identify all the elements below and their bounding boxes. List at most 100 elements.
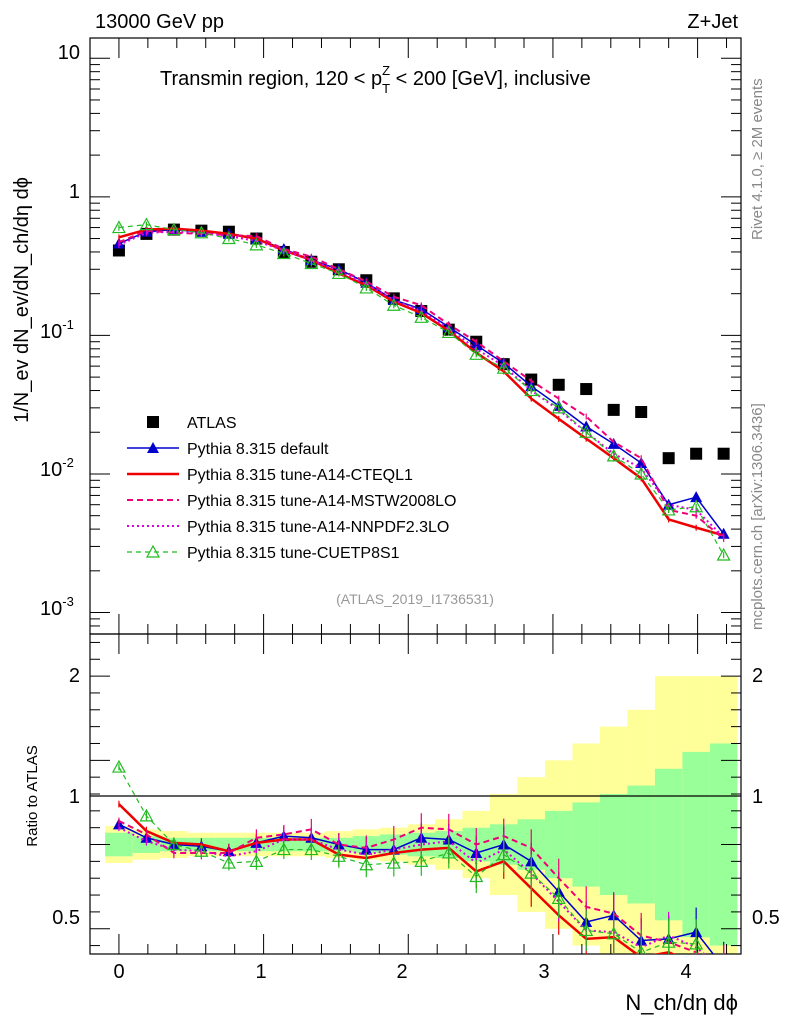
main-y-tick-labels: 10 1 10-1 10-2 10-3 [40,42,80,620]
atlas-data-point [662,452,675,465]
cuetp-data-point [139,217,154,231]
cuetp-data-point [441,845,456,859]
x-tick-label-4: 4 [680,961,691,983]
atlas-data-point [635,406,648,419]
y-tick-base: 10 [58,42,80,64]
rivet-version-label: Rivet 4.1.0, ≥ 2M events [749,78,766,240]
y-tick-base: 10 [40,459,62,481]
band-inner-bin [654,768,683,921]
cuetp-data-point [386,855,401,869]
ratio-y-tick-labels: 0.5 1 2 0.5 1 2 [52,665,780,929]
cuetp-data-point [111,759,126,773]
y-tick-exp: -2 [62,455,74,470]
analysis-id-label: (ATLAS_2019_I1736531) [336,591,494,607]
main-y-axis-label: 1/N_ev dN_ev/dN_ch/dη dϕ [11,177,33,423]
atlas-data-point [607,403,620,416]
ratio-tick-label-1-right: 1 [752,786,763,808]
default-data-point [718,961,730,972]
legend-label-default: Pythia 8.315 default [187,441,329,458]
cuetp-data-point [414,854,429,867]
title-prefix: Transmin region, 120 < p [160,68,382,90]
legend: ATLAS Pythia 8.315 default Pythia 8.315 tu… [127,415,456,562]
energy-label: 13000 GeV pp [95,11,224,33]
cuetp-data-point [194,844,209,857]
band-inner-bin [599,794,628,896]
cuetp-data-point [689,936,704,950]
cuetp-data-point [359,857,374,871]
cuetp-data-point [221,855,236,869]
cuetp-data-point [194,225,209,239]
cuetp-data-point [331,266,346,280]
title-suffix: < 200 [GeV], inclusive [390,68,591,90]
cuetp-data-point [441,325,456,339]
cuetp-data-point [469,869,484,883]
nnpdf-series-line [118,230,725,538]
cuetp-data-point [716,547,731,561]
cuetp-data-point [606,926,621,940]
cuetp-data-point [249,854,264,867]
legend-label-cteql1: Pythia 8.315 tune-A14-CTEQL1 [187,467,413,484]
atlas-data-point [717,447,730,460]
x-axis-label: N_ch/dη dϕ [625,990,738,1015]
nnpdf-series-line [118,826,706,954]
y-tick-base: 10 [40,321,62,343]
cuetp-data-point [636,945,647,954]
atlas-data-point [112,244,125,257]
cuetp-data-point [276,842,291,856]
y-tick-exp: -1 [62,317,74,332]
cuetp-data-point [331,849,346,862]
cuetp-data-point [111,220,126,234]
cuetp-data-point [551,891,566,905]
ratio-tick-label-2: 2 [69,665,80,687]
x-tick-label-3: 3 [538,961,549,983]
ratio-y-axis-label: Ratio to ATLAS [24,745,41,846]
title-sub: T [382,81,390,96]
band-inner-bin [572,802,600,887]
cuetp-data-point [304,256,319,270]
cuetp-data-point [166,222,181,236]
y-tick-label-1e-1: 10-1 [40,317,74,343]
legend-marker-default [147,442,159,453]
cuetp-data-point [166,837,181,851]
plot-title: Transmin region, 120 < pZ T < 200 [GeV], … [160,63,591,96]
default-series-line [118,228,725,535]
cuetp-data-point [359,280,374,294]
y-tick-label-1e-3: 10-3 [40,594,74,620]
mcplots-label: mcplots.cern.ch [arXiv:1306.3436] [749,403,766,630]
cuetp-data-point [579,424,594,438]
atlas-data-point [690,447,703,460]
atlas-data-point [580,383,593,396]
x-tick-label-0: 0 [113,961,124,983]
band-inner-bin [105,832,133,857]
cuetp-data-point [524,865,539,879]
cuetp-data-point [606,448,621,462]
cuetp-data-point [634,466,649,480]
cuetp-data-point [414,310,429,323]
y-tick-base: 10 [40,598,62,620]
y-tick-label-1e-2: 10-2 [40,455,74,481]
band-inner-bin [627,785,655,904]
cuetp-data-point [221,231,236,245]
cuetp-data-point [551,400,566,414]
cuetp-data-point [496,360,511,374]
legend-label-mstw: Pythia 8.315 tune-A14-MSTW2008LO [187,493,456,510]
atlas-data-point [552,378,565,391]
band-inner-bin [682,751,710,938]
ratio-tick-label-0.5-right: 0.5 [752,907,780,929]
x-tick-label-2: 2 [396,961,407,983]
legend-label-atlas: ATLAS [187,415,237,432]
cuetp-data-point [661,934,676,948]
legend-marker-cuetp [145,544,161,558]
legend-label-nnpdf: Pythia 8.315 tune-A14-NNPDF2.3LO [187,519,449,536]
ratio-tick-label-0.5: 0.5 [52,907,80,929]
y-tick-label-1: 1 [69,181,80,203]
cuetp-data-point [661,502,676,516]
ratio-tick-label-1: 1 [69,786,80,808]
cuetp-data-point [469,347,484,360]
cteql1-series-line [118,227,724,537]
cuetp-data-point [386,298,401,311]
cuetp-data-point [496,847,511,861]
main-series-layer [111,217,731,561]
ratio-series-layer [111,759,730,972]
